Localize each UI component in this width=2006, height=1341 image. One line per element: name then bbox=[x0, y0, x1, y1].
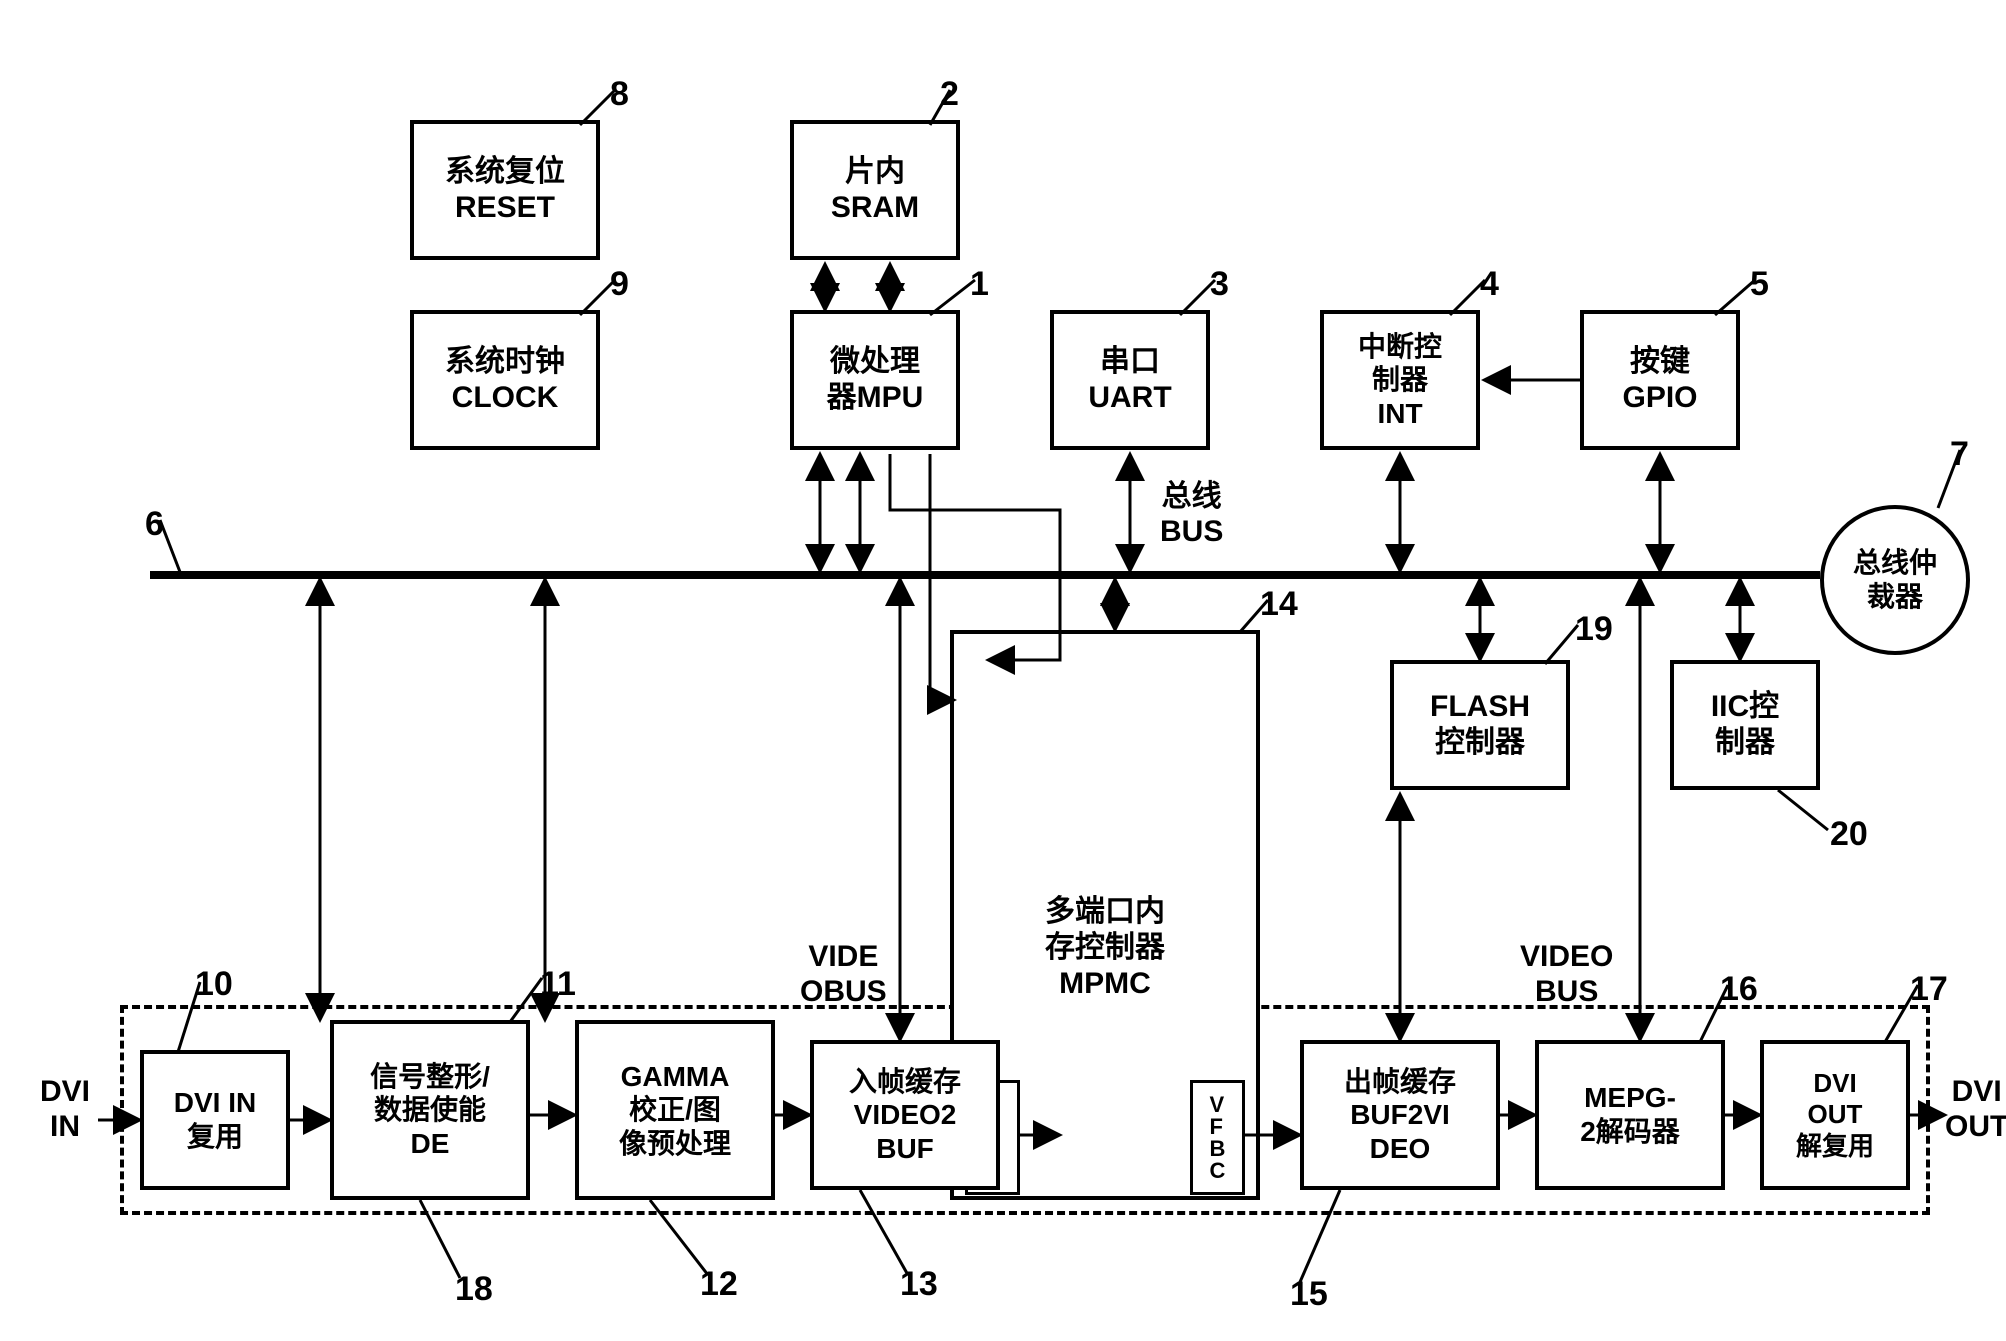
block-arbiter: 总线仲 裁器 bbox=[1820, 505, 1970, 655]
io-text: DVI IN bbox=[40, 1075, 90, 1143]
num-17: 17 bbox=[1910, 970, 1948, 1009]
num-16: 16 bbox=[1720, 970, 1758, 1009]
block-line: 系统时钟 bbox=[445, 344, 565, 380]
io-text: DVI OUT bbox=[1945, 1075, 2006, 1143]
num-1: 1 bbox=[970, 265, 989, 304]
io-dvi-out-label: DVI OUT bbox=[1945, 1075, 2006, 1144]
block-buf2video: 出帧缓存 BUF2VI DEO bbox=[1300, 1040, 1500, 1190]
block-uart: 串口 UART bbox=[1050, 310, 1210, 450]
block-line: 像预处理 bbox=[619, 1127, 731, 1161]
num-19: 19 bbox=[1575, 610, 1613, 649]
block-line: BUF bbox=[876, 1132, 934, 1166]
num-15: 15 bbox=[1290, 1275, 1328, 1314]
block-line: 解复用 bbox=[1796, 1131, 1874, 1162]
block-flash: FLASH 控制器 bbox=[1390, 660, 1570, 790]
block-line: FLASH bbox=[1430, 689, 1530, 725]
num-7: 7 bbox=[1950, 435, 1969, 474]
vfbc-right: VFBC bbox=[1190, 1080, 1245, 1195]
num-12: 12 bbox=[700, 1265, 738, 1304]
num-4: 4 bbox=[1480, 265, 1499, 304]
bus-label: 总线 BUS bbox=[1160, 480, 1223, 549]
block-mpu: 微处理 器MPU bbox=[790, 310, 960, 450]
block-signal-de: 信号整形/ 数据使能 DE bbox=[330, 1020, 530, 1200]
block-line: 信号整形/ bbox=[370, 1060, 490, 1094]
block-clock: 系统时钟 CLOCK bbox=[410, 310, 600, 450]
num-20: 20 bbox=[1830, 815, 1868, 854]
block-gpio: 按键 GPIO bbox=[1580, 310, 1740, 450]
num-9: 9 bbox=[610, 265, 629, 304]
block-line: 总线仲 bbox=[1853, 547, 1937, 578]
block-line: DEO bbox=[1370, 1132, 1431, 1166]
num-11: 11 bbox=[540, 965, 576, 1004]
block-line: 出帧缓存 bbox=[1344, 1065, 1456, 1099]
block-line: SRAM bbox=[831, 190, 919, 226]
block-line: RESET bbox=[455, 190, 555, 226]
num-6: 6 bbox=[145, 505, 164, 544]
block-gamma: GAMMA 校正/图 像预处理 bbox=[575, 1020, 775, 1200]
num-18: 18 bbox=[455, 1270, 493, 1309]
num-10: 10 bbox=[195, 965, 233, 1004]
block-line: INT bbox=[1377, 397, 1422, 431]
block-line: DE bbox=[411, 1127, 450, 1161]
diagram-canvas: 系统复位 RESET 片内 SRAM 系统时钟 CLOCK 微处理 器MPU 串… bbox=[20, 20, 1986, 1321]
block-line: 2解码器 bbox=[1580, 1115, 1680, 1149]
block-line: BUF2VI bbox=[1350, 1098, 1450, 1132]
block-line: MPMC bbox=[1059, 966, 1151, 1002]
block-line: 片内 bbox=[845, 154, 905, 190]
block-line: 微处理 bbox=[830, 344, 920, 380]
num-3: 3 bbox=[1210, 265, 1229, 304]
num-2: 2 bbox=[940, 75, 959, 114]
block-line: 校正/图 bbox=[629, 1093, 721, 1127]
vfbc-letter: C bbox=[1210, 1160, 1226, 1182]
block-int: 中断控 制器 INT bbox=[1320, 310, 1480, 450]
block-line: IIC控 bbox=[1711, 689, 1779, 725]
vfbc-letter: B bbox=[1210, 1138, 1226, 1160]
block-line: 器MPU bbox=[827, 380, 924, 416]
block-line: 裁器 bbox=[1867, 581, 1923, 612]
block-line: DVI bbox=[1813, 1068, 1856, 1099]
vfbc-letter: V bbox=[1210, 1094, 1226, 1116]
block-line: GAMMA bbox=[621, 1060, 730, 1094]
block-line: 数据使能 bbox=[374, 1093, 486, 1127]
block-line: 按键 bbox=[1630, 344, 1690, 380]
num-8: 8 bbox=[610, 75, 629, 114]
block-iic: IIC控 制器 bbox=[1670, 660, 1820, 790]
block-line: 多端口内 bbox=[1045, 894, 1165, 930]
num-5: 5 bbox=[1750, 265, 1769, 304]
num-14: 14 bbox=[1260, 585, 1298, 624]
block-reset: 系统复位 RESET bbox=[410, 120, 600, 260]
block-line: 复用 bbox=[187, 1120, 243, 1154]
block-line: OUT bbox=[1808, 1099, 1863, 1130]
block-line: GPIO bbox=[1622, 380, 1697, 416]
num-13: 13 bbox=[900, 1265, 938, 1304]
block-line: VIDEO2 bbox=[854, 1098, 957, 1132]
block-line: 制器 bbox=[1715, 725, 1775, 761]
block-line: DVI IN bbox=[174, 1086, 256, 1120]
io-dvi-in-label: DVI IN bbox=[40, 1075, 90, 1144]
block-line: MEPG- bbox=[1584, 1081, 1676, 1115]
block-sram: 片内 SRAM bbox=[790, 120, 960, 260]
block-line: UART bbox=[1088, 380, 1171, 416]
block-mpeg2: MEPG- 2解码器 bbox=[1535, 1040, 1725, 1190]
block-dvi-in-mux: DVI IN 复用 bbox=[140, 1050, 290, 1190]
videobus-left-label: VIDE OBUS bbox=[800, 940, 887, 1009]
vfbc-letter: F bbox=[1210, 1116, 1226, 1138]
block-line: 存控制器 bbox=[1045, 930, 1165, 966]
block-line: 系统复位 bbox=[445, 154, 565, 190]
videobus-right-label: VIDEO BUS bbox=[1520, 940, 1613, 1009]
block-line: 中断控 bbox=[1358, 330, 1442, 364]
block-line: CLOCK bbox=[452, 380, 559, 416]
block-video2buf: 入帧缓存 VIDEO2 BUF bbox=[810, 1040, 1000, 1190]
bus-line bbox=[150, 571, 1820, 579]
block-line: 控制器 bbox=[1435, 725, 1525, 761]
block-line: 制器 bbox=[1372, 363, 1428, 397]
block-dvi-out-demux: DVI OUT 解复用 bbox=[1760, 1040, 1910, 1190]
block-line: 串口 bbox=[1100, 344, 1160, 380]
block-line: 入帧缓存 bbox=[849, 1065, 961, 1099]
